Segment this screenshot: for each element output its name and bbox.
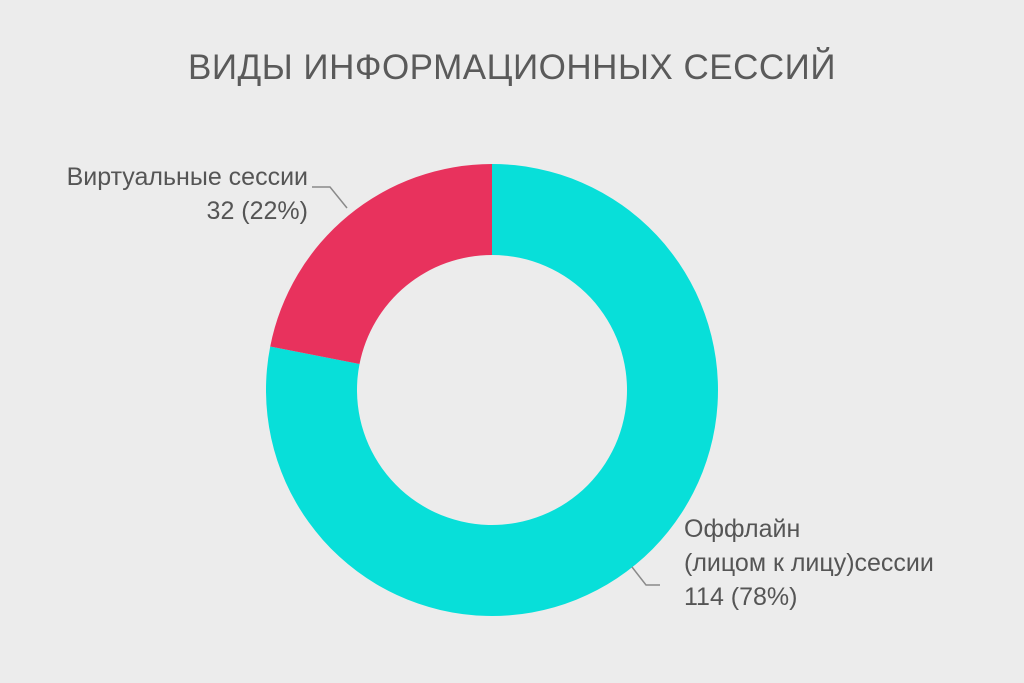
slice-label-offline-value: 114 (78%) <box>684 583 798 611</box>
donut-slices <box>266 164 719 616</box>
slice-label-virtual-name: Виртуальные сессии <box>66 163 308 191</box>
slice-label-offline-name-line1: Оффлайн <box>684 515 801 543</box>
chart-title: ВИДЫ ИНФОРМАЦИОННЫХ СЕССИЙ <box>188 48 836 87</box>
donut-slice-1 <box>270 164 492 365</box>
slice-label-virtual: Виртуальные сессии 32 (22%) <box>67 160 308 228</box>
donut-slice-0 <box>266 164 719 616</box>
leader-line-offline <box>631 566 660 586</box>
slice-label-offline: Оффлайн (лицом к лицу)сессии 114 (78%) <box>684 512 934 614</box>
leader-lines <box>312 186 660 586</box>
slice-label-offline-name-line2: (лицом к лицу)сессии <box>684 549 934 577</box>
slice-label-virtual-value: 32 (22%) <box>206 197 308 225</box>
leader-line-virtual <box>312 186 348 209</box>
